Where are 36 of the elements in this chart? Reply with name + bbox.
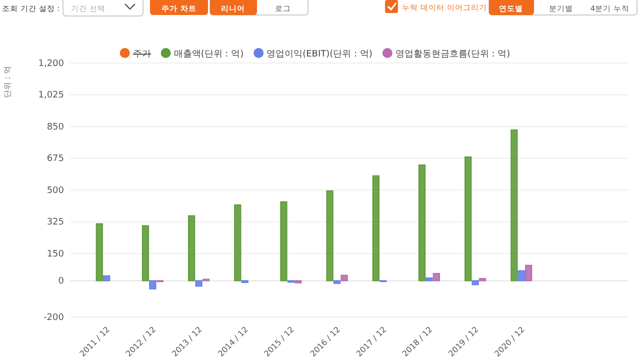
bar [525, 264, 532, 282]
y-tick-label: 150 [46, 249, 64, 260]
y-tick-label: 1,200 [38, 58, 64, 69]
bar [96, 223, 103, 282]
bar [142, 225, 150, 282]
bar [478, 278, 486, 282]
legend-label: 영업이익(EBIT)(단위 : 억) [266, 50, 372, 60]
y-tick-label: 675 [46, 154, 64, 164]
y-tick-label: 325 [46, 218, 64, 228]
bar [280, 201, 288, 282]
bar [340, 274, 348, 282]
bar [432, 272, 440, 282]
y-axis-title: 단위 : 억 [3, 66, 12, 98]
bar [188, 215, 196, 282]
bar [149, 280, 156, 290]
y-tick-label: 850 [46, 122, 64, 132]
bar [294, 280, 302, 284]
bar [372, 175, 380, 282]
y-tick-label: 500 [46, 186, 64, 196]
bar [333, 280, 341, 284]
y-tick-label: -200 [44, 312, 64, 323]
bar [472, 280, 479, 286]
bar [103, 275, 110, 282]
bar [518, 270, 525, 282]
bar [418, 164, 426, 282]
legend-label: 매출액(단위 : 억) [174, 50, 244, 60]
bar [195, 280, 202, 287]
legend-label: 주가 [132, 50, 151, 60]
y-tick-label: 1,025 [38, 90, 64, 101]
legend-label: 영업활동현금흐름(단위 : 억) [395, 50, 510, 60]
bar [326, 190, 334, 282]
y-tick-label: 0 [58, 276, 64, 287]
bar [464, 156, 472, 282]
bar [426, 277, 433, 282]
bar [510, 129, 518, 282]
bar [234, 204, 242, 282]
